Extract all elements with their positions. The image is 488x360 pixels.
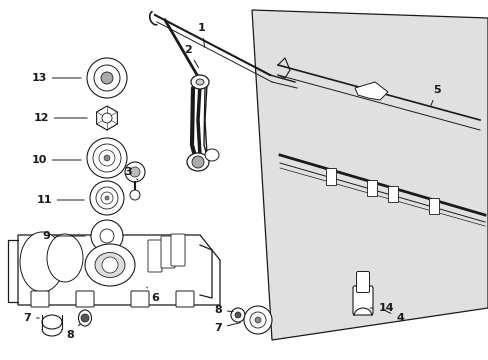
Text: 1: 1 [198,23,205,47]
FancyBboxPatch shape [131,291,149,307]
Text: 14: 14 [369,303,393,313]
Text: 8: 8 [66,324,80,340]
Circle shape [81,314,89,322]
Circle shape [230,308,244,322]
Circle shape [254,317,261,323]
Text: 2: 2 [184,45,198,68]
Ellipse shape [196,79,203,85]
Text: 3: 3 [124,167,138,180]
Circle shape [192,156,203,168]
Circle shape [130,190,140,200]
Circle shape [91,220,123,252]
Circle shape [244,306,271,334]
FancyBboxPatch shape [161,236,175,268]
Ellipse shape [79,310,91,326]
Polygon shape [97,106,117,130]
Circle shape [102,257,118,273]
FancyBboxPatch shape [148,240,162,272]
Circle shape [104,155,110,161]
Circle shape [87,58,127,98]
FancyBboxPatch shape [171,234,184,266]
Circle shape [96,187,118,209]
Text: 7: 7 [214,323,240,333]
Text: 13: 13 [31,73,81,83]
Ellipse shape [47,234,83,282]
FancyBboxPatch shape [352,286,372,315]
FancyBboxPatch shape [31,291,49,307]
Ellipse shape [85,244,135,286]
Circle shape [93,144,121,172]
FancyBboxPatch shape [176,291,194,307]
Circle shape [94,65,120,91]
Circle shape [87,138,127,178]
Circle shape [102,113,112,123]
Text: 5: 5 [430,85,440,105]
FancyBboxPatch shape [76,291,94,307]
Ellipse shape [20,232,64,292]
FancyBboxPatch shape [356,271,369,292]
Text: 7: 7 [23,313,39,323]
Ellipse shape [191,75,208,89]
Circle shape [90,181,124,215]
Text: 6: 6 [146,287,159,303]
Ellipse shape [95,252,125,278]
Circle shape [101,192,113,204]
Polygon shape [387,186,397,202]
Polygon shape [428,198,438,213]
Polygon shape [325,168,336,185]
Circle shape [105,196,109,200]
Polygon shape [18,235,220,305]
Circle shape [101,72,113,84]
Text: 4: 4 [382,309,403,323]
Circle shape [130,167,140,177]
Circle shape [249,312,265,328]
Polygon shape [366,180,376,196]
Polygon shape [251,10,487,340]
Text: 8: 8 [214,305,233,315]
Polygon shape [354,82,387,100]
Circle shape [125,162,145,182]
Text: 10: 10 [31,155,81,165]
Circle shape [235,312,241,318]
Ellipse shape [42,315,62,329]
Circle shape [99,150,115,166]
Circle shape [100,229,114,243]
Text: 9: 9 [42,231,85,241]
Text: 12: 12 [33,113,87,123]
Ellipse shape [204,149,219,161]
Text: 11: 11 [36,195,84,205]
Ellipse shape [186,153,208,171]
